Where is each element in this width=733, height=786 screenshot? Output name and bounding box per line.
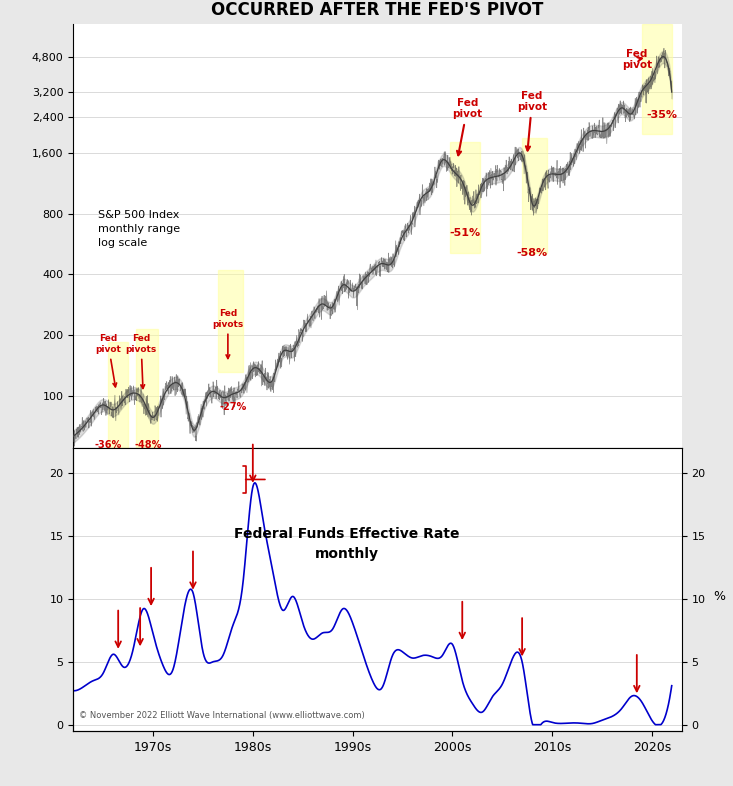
Bar [450,142,480,253]
Text: Fed
pivots: Fed pivots [213,309,243,358]
Bar [642,24,671,134]
Text: -48%: -48% [134,440,162,450]
Text: Fed
pivot: Fed pivot [452,97,482,156]
Bar [218,270,243,372]
Text: -36%: -36% [95,440,122,450]
Text: Fed
pivot: Fed pivot [622,49,652,70]
Text: © November 2022 Elliott Wave International (www.elliottwave.com): © November 2022 Elliott Wave Internation… [79,711,365,720]
Bar [136,329,158,448]
Text: Fed
pivots: Fed pivots [125,334,157,388]
Text: -51%: -51% [450,228,481,238]
Text: -58%: -58% [517,248,548,258]
Text: S&P 500 Index
monthly range
log scale: S&P 500 Index monthly range log scale [97,211,180,248]
Y-axis label: %: % [713,590,726,603]
Bar [522,138,547,253]
Text: -35%: -35% [647,110,677,120]
Text: Fed
pivot: Fed pivot [95,334,121,387]
Title: THE MAJORITY OF THE DECLINE
IN THESE BEAR MARKETS
OCCURRED AFTER THE FED'S PIVOT: THE MAJORITY OF THE DECLINE IN THESE BEA… [211,0,544,19]
Text: Federal Funds Effective Rate
monthly: Federal Funds Effective Rate monthly [235,527,460,560]
Text: -27%: -27% [219,402,246,412]
Text: Fed
pivot: Fed pivot [517,90,547,151]
Bar [108,342,128,448]
